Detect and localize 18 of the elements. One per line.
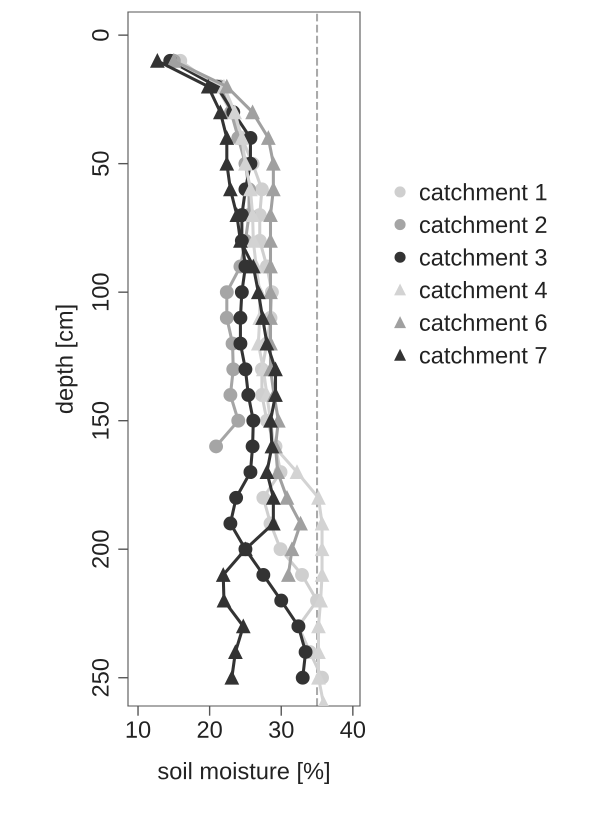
y-tick-label: 50	[92, 151, 109, 176]
y-tick-label: 0	[92, 29, 109, 41]
y-tick-label: 200	[92, 530, 109, 568]
x-axis-title: soil moisture [%]	[158, 762, 329, 784]
legend-label: catchment 3	[420, 248, 547, 266]
legend-label: catchment 4	[420, 281, 547, 298]
y-tick-label: 100	[92, 273, 109, 310]
legend-label: catchment 7	[420, 346, 546, 364]
legend-label: catchment 2	[420, 216, 546, 234]
x-tick-label: 30	[269, 721, 294, 738]
y-tick-label: 150	[92, 402, 109, 439]
y-axis-title: depth [cm]	[56, 306, 78, 414]
y-tick-label: 250	[92, 658, 109, 696]
legend-label: catchment 1	[420, 183, 546, 200]
x-tick-label: 40	[340, 721, 366, 738]
x-tick-label: 20	[198, 721, 222, 738]
x-tick-label: 10	[126, 721, 150, 738]
legend-label: catchment 6	[420, 314, 547, 332]
